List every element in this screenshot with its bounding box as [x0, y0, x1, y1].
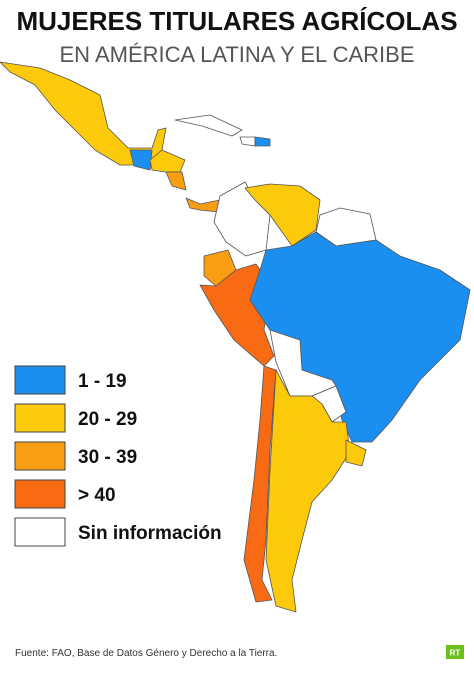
venezuela [244, 183, 321, 247]
legend-label: 1 - 19 [78, 371, 127, 392]
legend-swatch [14, 517, 66, 547]
legend: 1 - 19 20 - 29 30 - 39 > 40 Sin información [14, 365, 222, 547]
subtitle: EN AMÉRICA LATINA Y EL CARIBE [60, 42, 415, 67]
costa-rica [165, 171, 187, 191]
map [0, 61, 471, 613]
dominican-republic [254, 136, 271, 147]
uruguay [345, 439, 367, 467]
guatemala [129, 149, 153, 171]
source: Fuente: FAO, Base de Datos Género y Dere… [15, 648, 277, 659]
legend-swatch [14, 365, 66, 395]
legend-label: Sin información [78, 523, 222, 544]
legend-label: > 40 [78, 485, 116, 506]
legend-swatch [14, 403, 66, 433]
legend-label: 30 - 39 [78, 447, 137, 468]
legend-label: 20 - 29 [78, 409, 137, 430]
chile [243, 365, 277, 603]
panama [185, 197, 221, 213]
logo: RT [450, 649, 461, 658]
legend-swatch [14, 479, 66, 509]
haiti [239, 136, 256, 147]
cuba [174, 114, 243, 137]
title: MUJERES TITULARES AGRÍCOLAS [16, 6, 457, 36]
legend-swatch [14, 441, 66, 471]
argentina [265, 369, 351, 613]
mexico [0, 61, 167, 166]
logo-box [446, 645, 464, 659]
